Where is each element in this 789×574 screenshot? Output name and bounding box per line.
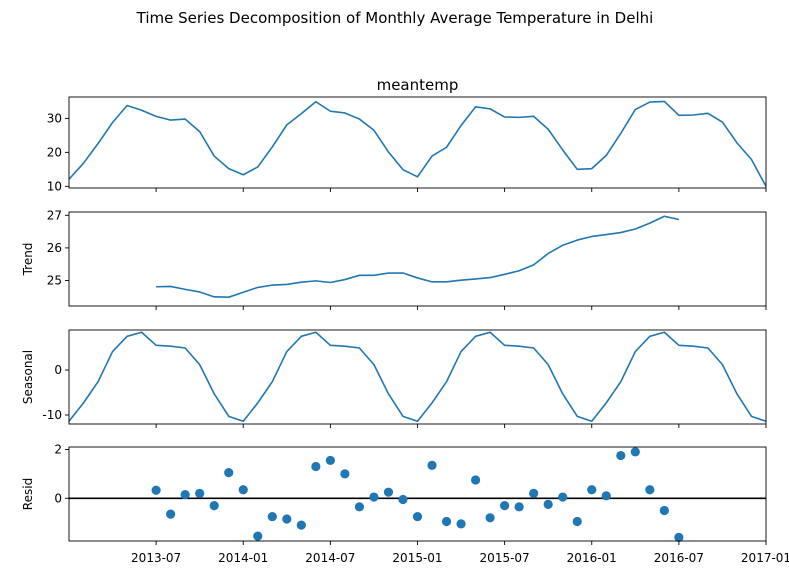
resid-point: [267, 511, 277, 522]
x-tick-label: 2017-01: [741, 551, 789, 565]
x-tick-label: 2016-01: [567, 551, 617, 565]
resid-point: [412, 511, 423, 522]
series-line-panel-1: [68, 100, 767, 187]
figure-suptitle: Time Series Decomposition of Monthly Ave…: [136, 9, 654, 27]
panel-frame-1: [68, 96, 767, 189]
resid-point: [180, 490, 190, 500]
series-line-panel-2: [156, 215, 680, 298]
resid-point: [354, 502, 365, 512]
resid-point: [630, 447, 640, 457]
y-tick-label: 27: [47, 208, 62, 222]
resid-point: [398, 494, 408, 505]
y-tick-label: 26: [47, 241, 62, 255]
resid-point: [151, 485, 161, 495]
resid-point: [572, 516, 582, 527]
series-line-panel-3: [68, 331, 767, 423]
resid-point: [616, 450, 626, 461]
resid-point: [253, 531, 263, 541]
y-tick-label: 0: [54, 491, 62, 505]
resid-point: [369, 492, 379, 502]
resid-point: [514, 502, 524, 512]
resid-point: [674, 532, 684, 542]
resid-point: [645, 485, 655, 495]
panel-frame-2: [68, 211, 767, 307]
resid-point: [340, 469, 350, 479]
y-tick-label: 10: [47, 179, 62, 193]
resid-point: [325, 455, 335, 466]
x-tick-label: 2014-07: [305, 551, 355, 565]
y-tick-label: -10: [42, 408, 62, 422]
x-tick-label: 2014-01: [218, 551, 268, 565]
resid-point: [601, 491, 611, 501]
resid-point: [659, 505, 669, 516]
panel-frame-4: [68, 446, 767, 542]
resid-point: [470, 475, 481, 485]
resid-point: [485, 513, 495, 523]
x-tick-label: 2015-07: [480, 551, 530, 565]
resid-point: [558, 492, 568, 502]
panel-frame-3: [68, 329, 767, 425]
y-tick-label: 20: [47, 145, 62, 159]
x-tick-label: 2016-07: [654, 551, 704, 565]
resid-point: [166, 509, 176, 519]
resid-point: [224, 468, 234, 478]
resid-point: [195, 488, 205, 498]
y-axis-label-seasonal: Seasonal: [21, 350, 35, 404]
y-tick-label: 0: [54, 363, 62, 377]
x-tick-label: 2015-01: [392, 551, 442, 565]
resid-point: [209, 500, 219, 511]
resid-point: [587, 485, 597, 495]
resid-point: [238, 485, 248, 495]
resid-point: [383, 487, 394, 497]
resid-point: [456, 519, 466, 529]
resid-point: [529, 488, 539, 498]
resid-point: [500, 500, 510, 511]
y-tick-label: 30: [47, 111, 62, 125]
resid-point: [441, 516, 452, 527]
resid-point: [427, 460, 437, 470]
y-axis-label-resid: Resid: [21, 478, 35, 510]
y-axis-label-trend: Trend: [21, 243, 35, 277]
y-tick-label: 2: [54, 442, 62, 456]
resid-point: [296, 520, 306, 530]
resid-point: [543, 499, 553, 509]
y-tick-label: 25: [47, 274, 62, 288]
resid-point: [311, 461, 321, 472]
resid-point: [282, 514, 292, 524]
panel-title: meantemp: [377, 76, 459, 94]
x-tick-label: 2013-07: [131, 551, 181, 565]
